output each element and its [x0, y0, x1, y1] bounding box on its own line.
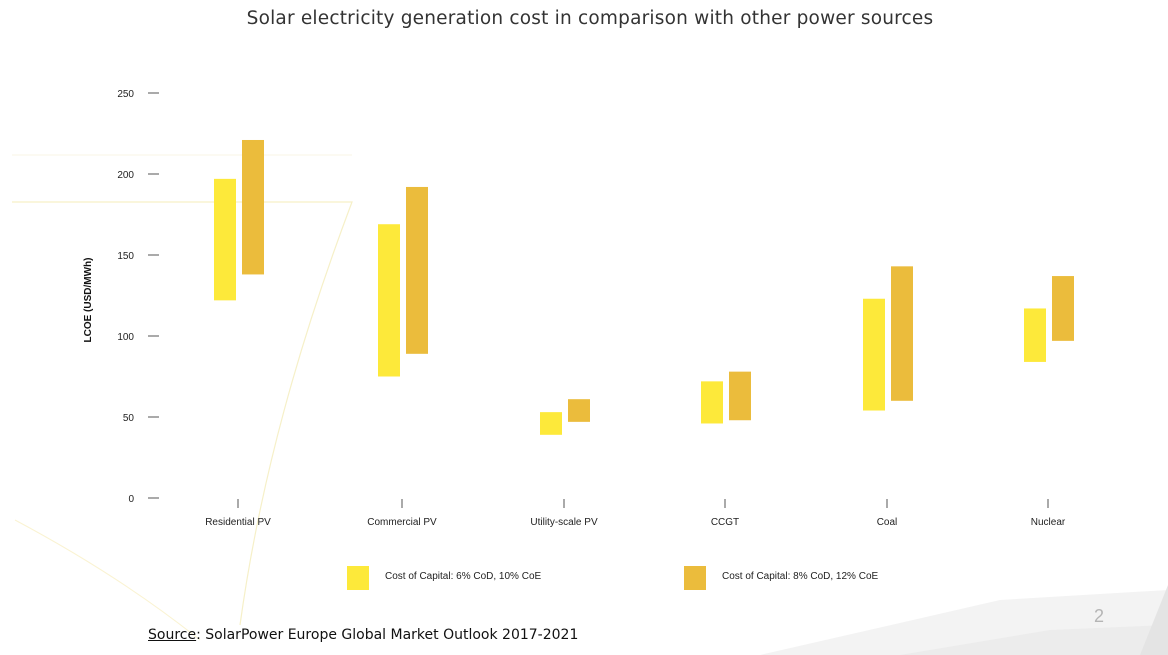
bar-series-1 [214, 178, 236, 301]
x-tick-label: Residential PV [205, 517, 271, 528]
source-label: Source [148, 627, 197, 643]
page-number: 2 [1094, 606, 1105, 626]
x-axis: Residential PV Commercial PV Utility-scale… [205, 499, 1066, 528]
bar-series-1 [378, 224, 400, 377]
legend-swatch-series-1 [347, 566, 369, 590]
bar-series-2 [891, 266, 913, 401]
bar-series-1 [1024, 308, 1046, 362]
source-text: : SolarPower Europe Global Market Outloo… [196, 627, 579, 643]
y-tick-label: 200 [117, 170, 134, 181]
source-note: Source: SolarPower Europe Global Market … [148, 627, 578, 643]
x-tick-label: Commercial PV [367, 517, 437, 528]
y-tick-label: 0 [128, 494, 134, 505]
legend-swatch-series-2 [684, 566, 706, 590]
legend-label-series-2: Cost of Capital: 8% CoD, 12% CoE [722, 571, 879, 582]
x-tick-label: Coal [877, 517, 898, 528]
bar-series-2 [729, 371, 751, 421]
x-tick-label: Nuclear [1031, 517, 1066, 528]
bar-series-2 [406, 186, 428, 354]
bar-series-2 [242, 139, 264, 275]
y-tick-label: 50 [123, 413, 135, 424]
background-decoration [12, 154, 1168, 655]
page-title: Solar electricity generation cost in com… [246, 8, 934, 29]
x-tick-label: CCGT [711, 517, 739, 528]
bar-series-2 [1052, 276, 1074, 341]
bars [214, 139, 1074, 435]
y-tick-label: 100 [117, 332, 134, 343]
bar-series-1 [540, 412, 562, 435]
x-tick-label: Utility-scale PV [530, 517, 598, 528]
y-tick-label: 150 [117, 251, 134, 262]
bar-series-1 [701, 381, 723, 424]
bar-series-1 [863, 298, 885, 411]
y-tick-label: 250 [117, 89, 134, 100]
legend-label-series-1: Cost of Capital: 6% CoD, 10% CoE [385, 571, 542, 582]
bar-series-2 [568, 399, 590, 422]
y-axis-label: LCOE (USD/MWh) [83, 258, 94, 343]
y-axis: 0 50 100 150 200 250 [117, 89, 159, 505]
